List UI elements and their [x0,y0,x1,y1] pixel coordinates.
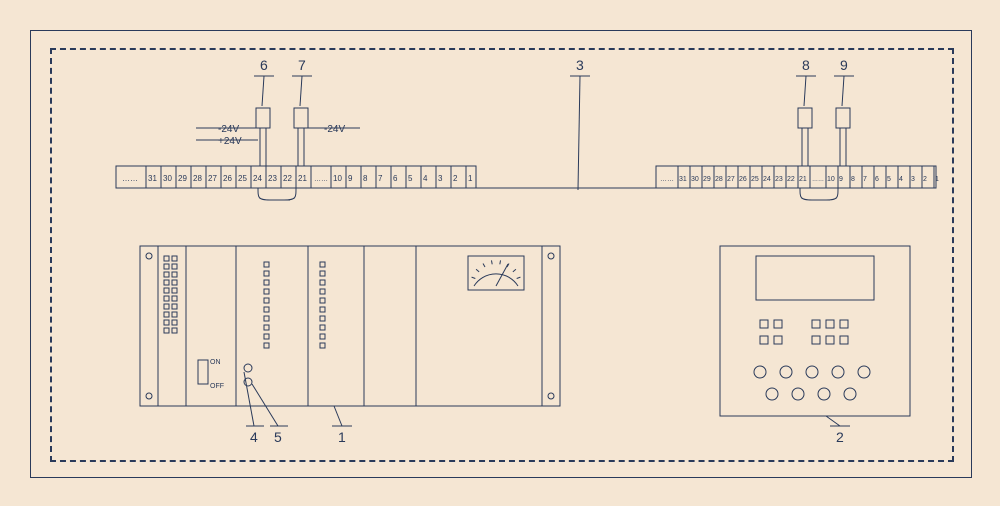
switch-on-label: ON [210,359,221,366]
terminal-left-29: 29 [178,174,187,183]
terminal-right-31: 31 [679,176,687,183]
terminal-right-22: 22 [787,176,795,183]
terminal-right-29: 29 [703,176,711,183]
terminal-left-6: 6 [393,174,398,183]
terminal-right-26: 26 [739,176,747,183]
terminal-left-8: 8 [363,174,368,183]
callout-3: 3 [570,57,590,190]
terminal-left-10: 10 [333,174,342,183]
terminal-right-6: 6 [875,176,879,183]
terminal-left-28: 28 [193,174,202,183]
terminal-left-5: 5 [408,174,413,183]
callout-4-label: 4 [250,429,258,445]
callout-7: 7 [292,57,312,106]
callout-9-label: 9 [840,57,848,73]
callout-1: 1 [332,406,352,445]
terminal-right-28: 28 [715,176,723,183]
terminal-right-7: 7 [863,176,867,183]
terminal-block-left: 3130292827262524232221……10987654321 …… [116,166,476,188]
terminal-left-31: 31 [148,174,157,183]
terminal-right-23: 23 [775,176,783,183]
terminal-left-7: 7 [378,174,383,183]
ellipsis-left-a: …… [122,174,138,183]
terminal-left-23: 23 [268,174,277,183]
terminal-left-2: 2 [453,174,458,183]
terminal-left-21: 21 [298,174,307,183]
svg-text:……: …… [812,177,824,183]
terminal-left-25: 25 [238,174,247,183]
terminal-right-21: 21 [799,176,807,183]
callout-2: 2 [826,416,850,445]
callout-7-label: 7 [298,57,306,73]
terminal-right-5: 5 [887,176,891,183]
terminal-left-26: 26 [223,174,232,183]
callout-5-label: 5 [274,429,282,445]
main-unit: ON OFF [140,246,560,406]
terminal-right-25: 25 [751,176,759,183]
terminal-right-30: 30 [691,176,699,183]
terminal-left-9: 9 [348,174,353,183]
voltage-pos: +24V [218,136,242,147]
callout-3-label: 3 [576,57,584,73]
callout-2-label: 2 [836,429,844,445]
terminal-left-27: 27 [208,174,217,183]
diagram-svg: 6 7 3 8 9 -24V +24V -24V [0,0,1000,506]
terminal-left-30: 30 [163,174,172,183]
terminal-left-4: 4 [423,174,428,183]
svg-text:……: …… [314,176,328,183]
terminal-right-2: 2 [923,176,927,183]
callout-6: 6 [254,57,274,106]
terminal-right-9: 9 [839,176,843,183]
ellipsis-right-a: …… [660,176,674,183]
terminal-right-10: 10 [827,176,835,183]
voltage-neg: -24V [218,124,239,135]
terminal-left-22: 22 [283,174,292,183]
terminal-left-24: 24 [253,174,262,183]
switch-off-label: OFF [210,383,224,390]
terminal-right-3: 3 [911,176,915,183]
terminal-block-right: 3130292827262524232221……10987654321 …… [656,166,939,188]
terminal-left-1: 1 [468,174,473,183]
terminal-right-27: 27 [727,176,735,183]
callout-8: 8 [796,57,816,106]
page-root: 6 7 3 8 9 -24V +24V -24V [0,0,1000,506]
callout-9: 9 [834,57,854,106]
terminal-right-1: 1 [935,176,939,183]
terminal-right-24: 24 [763,176,771,183]
callout-8-label: 8 [802,57,810,73]
control-panel [720,246,910,416]
terminal-left-3: 3 [438,174,443,183]
callout-6-label: 6 [260,57,268,73]
callout-1-label: 1 [338,429,346,445]
voltage-neg2: -24V [324,124,345,135]
terminal-right-8: 8 [851,176,855,183]
terminal-right-4: 4 [899,176,903,183]
